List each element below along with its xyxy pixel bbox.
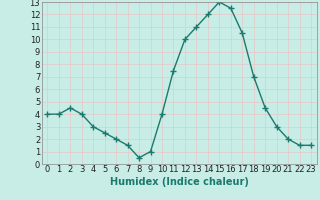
X-axis label: Humidex (Indice chaleur): Humidex (Indice chaleur) bbox=[110, 177, 249, 187]
